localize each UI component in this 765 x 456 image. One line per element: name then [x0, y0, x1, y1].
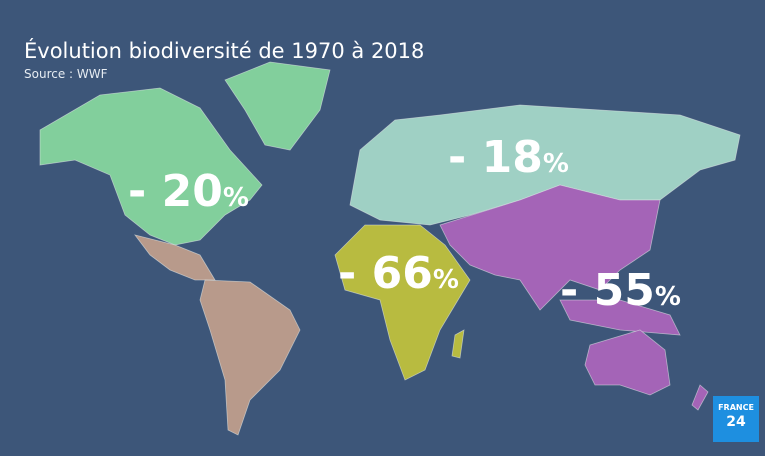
region-value: - 66 — [338, 248, 433, 299]
south-america-shape — [199, 279, 301, 436]
logo-number: 24 — [726, 414, 746, 430]
region-unit: % — [223, 183, 249, 213]
source: Source : WWF — [24, 67, 108, 81]
north-america — [39, 61, 331, 246]
region-label: - 66% — [338, 248, 459, 299]
title: Évolution biodiversité de 1970 à 2018 — [24, 38, 424, 63]
eurasia-shape — [349, 104, 741, 226]
africa — [334, 224, 471, 381]
greenland-shape — [224, 61, 331, 151]
asia-pacific — [439, 184, 709, 411]
asia-shape — [439, 184, 661, 311]
region-label: - 55% — [560, 265, 681, 316]
north-america-shape — [39, 87, 263, 246]
australia-shape — [584, 329, 671, 396]
new-zealand-shape — [691, 384, 709, 411]
region-label: - 20% — [128, 166, 249, 217]
region-unit: % — [655, 282, 681, 312]
latin-america — [134, 234, 301, 436]
logo: FRANCE 24 — [713, 396, 759, 442]
africa-shape — [334, 224, 471, 381]
region-unit: % — [433, 265, 459, 295]
region-value: - 20 — [128, 166, 223, 217]
region-unit: % — [543, 149, 569, 179]
region-value: - 55 — [560, 265, 655, 316]
logo-box — [713, 396, 759, 442]
logo-text: FRANCE — [718, 403, 754, 412]
region-label: - 18% — [448, 132, 569, 183]
indonesia-shape — [559, 299, 681, 336]
region-value: - 18 — [448, 132, 543, 183]
madagascar-shape — [451, 329, 465, 359]
europe-central-asia — [349, 104, 741, 226]
